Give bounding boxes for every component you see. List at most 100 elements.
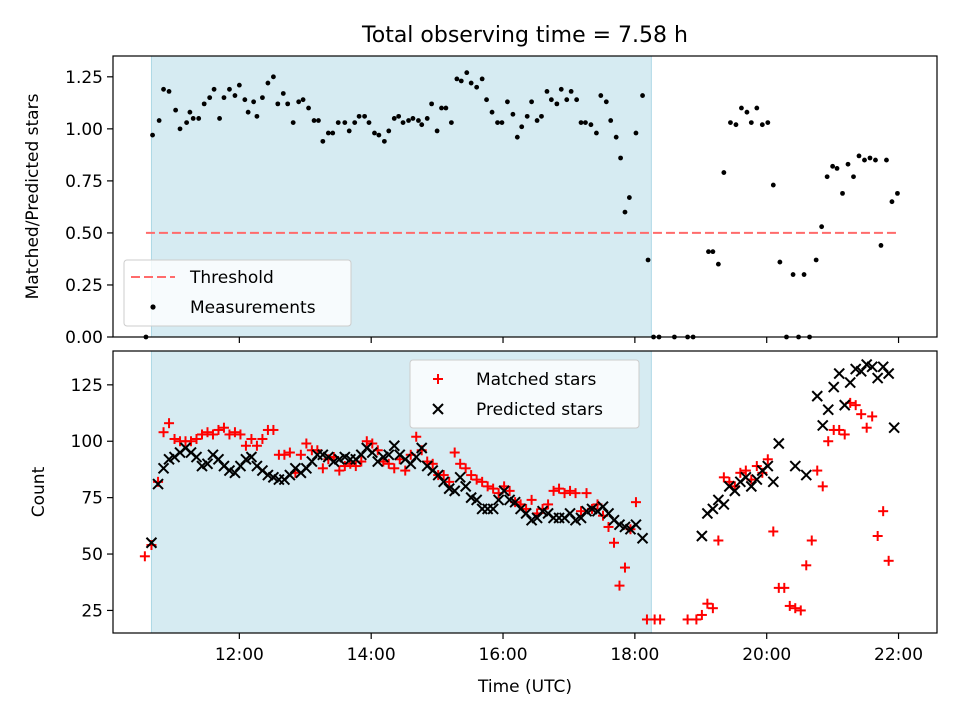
- top-y-axis-label: Matched/Predicted stars: [23, 93, 43, 299]
- matched-star-point: [784, 600, 795, 611]
- predicted-star-point: [388, 440, 400, 452]
- measurement-point: [372, 130, 377, 136]
- top-y-tick-label: 1.25: [65, 68, 103, 88]
- measurement-point: [211, 86, 217, 92]
- measurement-point: [640, 93, 645, 98]
- measurement-point: [434, 128, 440, 134]
- bottom-y-tick-label: 125: [71, 376, 103, 396]
- measurement-point: [529, 99, 534, 105]
- measurement-point: [564, 97, 570, 103]
- predicted-star-point: [498, 485, 510, 497]
- measurement-point: [728, 120, 733, 126]
- measurement-point: [534, 118, 540, 123]
- matched-star-point: [856, 409, 867, 420]
- matched-star-point: [751, 461, 762, 472]
- measurement-point: [583, 120, 588, 126]
- predicted-star-point: [448, 485, 461, 497]
- predicted-star-point: [454, 471, 466, 484]
- matched-star-point: [570, 488, 581, 499]
- measurement-point: [759, 122, 765, 128]
- matched-star-point: [202, 427, 213, 438]
- matched-star-point: [806, 535, 817, 546]
- matched-star-point: [790, 603, 801, 614]
- measurement-point: [376, 132, 382, 138]
- measurement-point: [386, 128, 392, 134]
- matched-star-point: [872, 530, 883, 541]
- matched-star-point: [850, 400, 861, 411]
- matched-star-point: [411, 431, 422, 442]
- matched-star-point: [251, 440, 262, 451]
- matched-star-point: [735, 467, 746, 478]
- measurement-point: [622, 209, 628, 215]
- measurement-point: [296, 99, 302, 105]
- matched-star-point: [762, 454, 773, 465]
- measurement-point: [499, 120, 505, 126]
- matched-star-point: [576, 506, 587, 517]
- matched-star-point: [696, 609, 707, 620]
- matched-star-point: [608, 537, 619, 548]
- measurement-point: [439, 105, 444, 111]
- measurement-point: [519, 124, 525, 130]
- matched-star-point: [817, 481, 828, 492]
- matched-star-point: [240, 440, 251, 451]
- measurement-point: [173, 107, 179, 113]
- matched-star-point: [246, 433, 257, 444]
- predicted-star-point: [157, 462, 170, 475]
- measurement-point: [366, 120, 372, 126]
- measurement-point: [184, 120, 190, 126]
- measurement-point: [285, 101, 291, 107]
- measurement-point: [217, 116, 222, 121]
- predicted-stars-points: [145, 358, 900, 549]
- measurement-point: [330, 130, 336, 136]
- predicted-star-point: [487, 503, 499, 515]
- bottom-y-tick-label: 50: [81, 545, 103, 565]
- measurement-point: [613, 134, 619, 140]
- measurement-point: [381, 138, 387, 144]
- measurement-point: [845, 161, 851, 167]
- legend-measurements-label: Measurements: [190, 298, 316, 318]
- measurement-point: [325, 130, 331, 136]
- measurement-point: [245, 109, 251, 115]
- measurement-point: [568, 88, 574, 94]
- matched-star-point: [213, 424, 224, 435]
- measurement-point: [706, 249, 711, 255]
- measurement-point: [356, 113, 362, 119]
- measurement-points: [143, 70, 900, 340]
- matched-star-point: [350, 461, 361, 472]
- predicted-star-point: [366, 446, 378, 459]
- predicted-star-point: [817, 419, 829, 432]
- measurement-point: [884, 157, 889, 163]
- matched-star-point: [257, 433, 268, 444]
- measurement-point: [201, 101, 207, 107]
- top-y-tick-label: 1.00: [65, 120, 103, 140]
- measurement-point: [419, 122, 425, 128]
- matched-star-point: [526, 494, 537, 505]
- bottom-y-axis-label: Count: [29, 466, 49, 517]
- matched-star-point: [438, 470, 449, 481]
- measurement-point: [400, 120, 406, 126]
- legend-predicted-label: Predicted stars: [476, 400, 603, 420]
- bottom-x-ticks: 12:00 14:00 16:00 18:00 20:00 22:00: [215, 633, 923, 665]
- matched-star-point: [834, 424, 845, 435]
- predicted-star-point: [152, 478, 164, 490]
- predicted-star-point: [636, 532, 649, 544]
- measurement-point: [598, 93, 604, 98]
- measurement-point: [448, 120, 454, 126]
- measurement-point: [454, 76, 460, 82]
- legend-predicted-swatch: [432, 403, 444, 415]
- predicted-star-point: [762, 460, 774, 472]
- matched-star-point: [158, 427, 169, 438]
- measurement-point: [474, 84, 480, 90]
- measurement-point: [271, 74, 276, 80]
- measurement-point: [410, 116, 416, 121]
- measurement-point: [873, 157, 878, 163]
- predicted-star-point: [201, 458, 214, 470]
- bottom-y-tick-label: 100: [71, 432, 103, 452]
- measurement-point: [748, 120, 754, 126]
- predicted-star-point: [383, 449, 395, 461]
- measurement-point: [856, 153, 862, 159]
- measurement-point: [603, 99, 609, 105]
- bottom-y-tick-label: 25: [81, 601, 103, 621]
- top-axes-frame: [112, 55, 938, 338]
- bottom-x-tick-label: 14:00: [347, 645, 396, 665]
